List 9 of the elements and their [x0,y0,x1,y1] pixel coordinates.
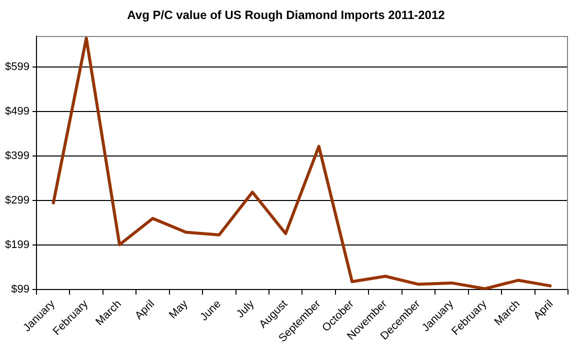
x-tick-label: May [167,298,191,322]
chart-title: Avg P/C value of US Rough Diamond Imports 2011-2012 [126,8,446,22]
y-tick-label: $299 [4,194,30,207]
y-tick-label: $399 [4,150,30,162]
y-tick-label: $599 [4,61,30,74]
x-tick-label: July [234,298,258,320]
y-tick-label: $99 [11,284,30,296]
y-tick-label: $199 [4,239,30,252]
y-tick-label: $499 [4,106,30,118]
